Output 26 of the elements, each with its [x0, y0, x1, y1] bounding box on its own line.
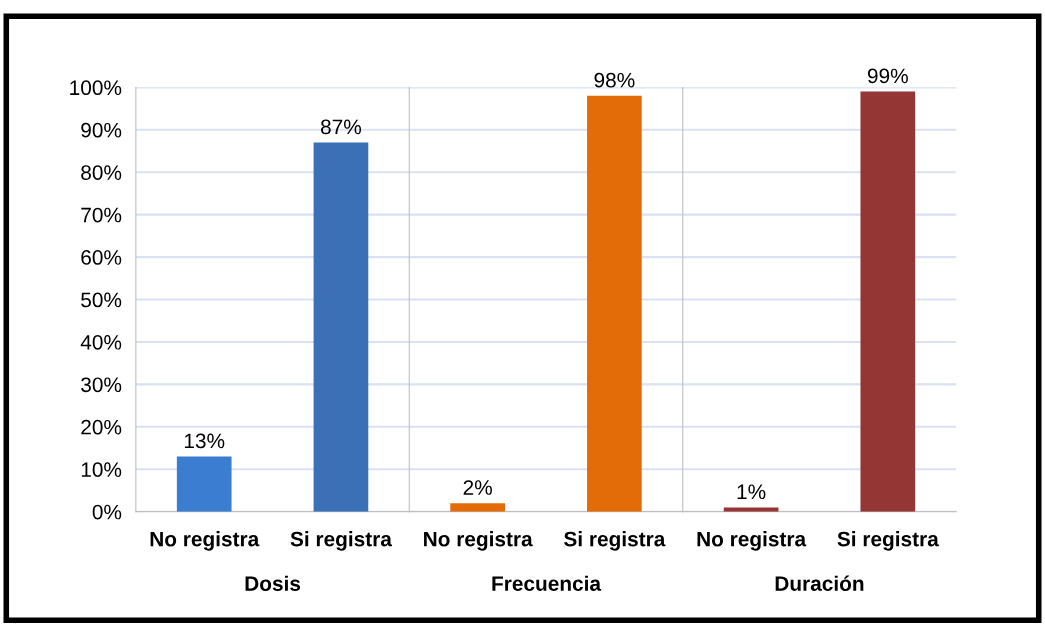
y-tick-label: 30%	[81, 377, 122, 393]
data-label: 13%	[184, 433, 225, 449]
x-tick-label: Si registra	[837, 531, 939, 551]
y-tick-label: 10%	[81, 462, 122, 477]
x-tick-label: No registra	[150, 531, 260, 551]
x-axis-title: Duración	[775, 575, 864, 591]
data-label: 2%	[463, 480, 492, 495]
data-label: 1%	[737, 484, 766, 500]
x-tick-label: No registra	[697, 531, 807, 551]
y-tick-label: 50%	[81, 292, 122, 308]
x-axis-title: Frecuencia	[492, 575, 602, 591]
y-tick-label: 60%	[81, 250, 122, 265]
y-tick-label: 100%	[70, 80, 122, 96]
y-tick-label: 80%	[81, 165, 122, 180]
data-label: 99%	[867, 68, 908, 84]
x-tick-label: Si registra	[290, 531, 393, 551]
y-tick-label: 90%	[81, 122, 122, 138]
y-tick-label: 0%	[92, 504, 122, 520]
x-axis-title: Dosis	[245, 575, 301, 591]
y-tick-label: 70%	[81, 207, 122, 223]
data-label: 98%	[594, 72, 635, 88]
y-tick-label: 40%	[80, 334, 122, 350]
data-label: 87%	[320, 119, 362, 135]
y-tick-label: 20%	[81, 419, 122, 435]
x-tick-label: Si registra	[564, 531, 666, 551]
x-tick-label: No registra	[424, 531, 533, 551]
